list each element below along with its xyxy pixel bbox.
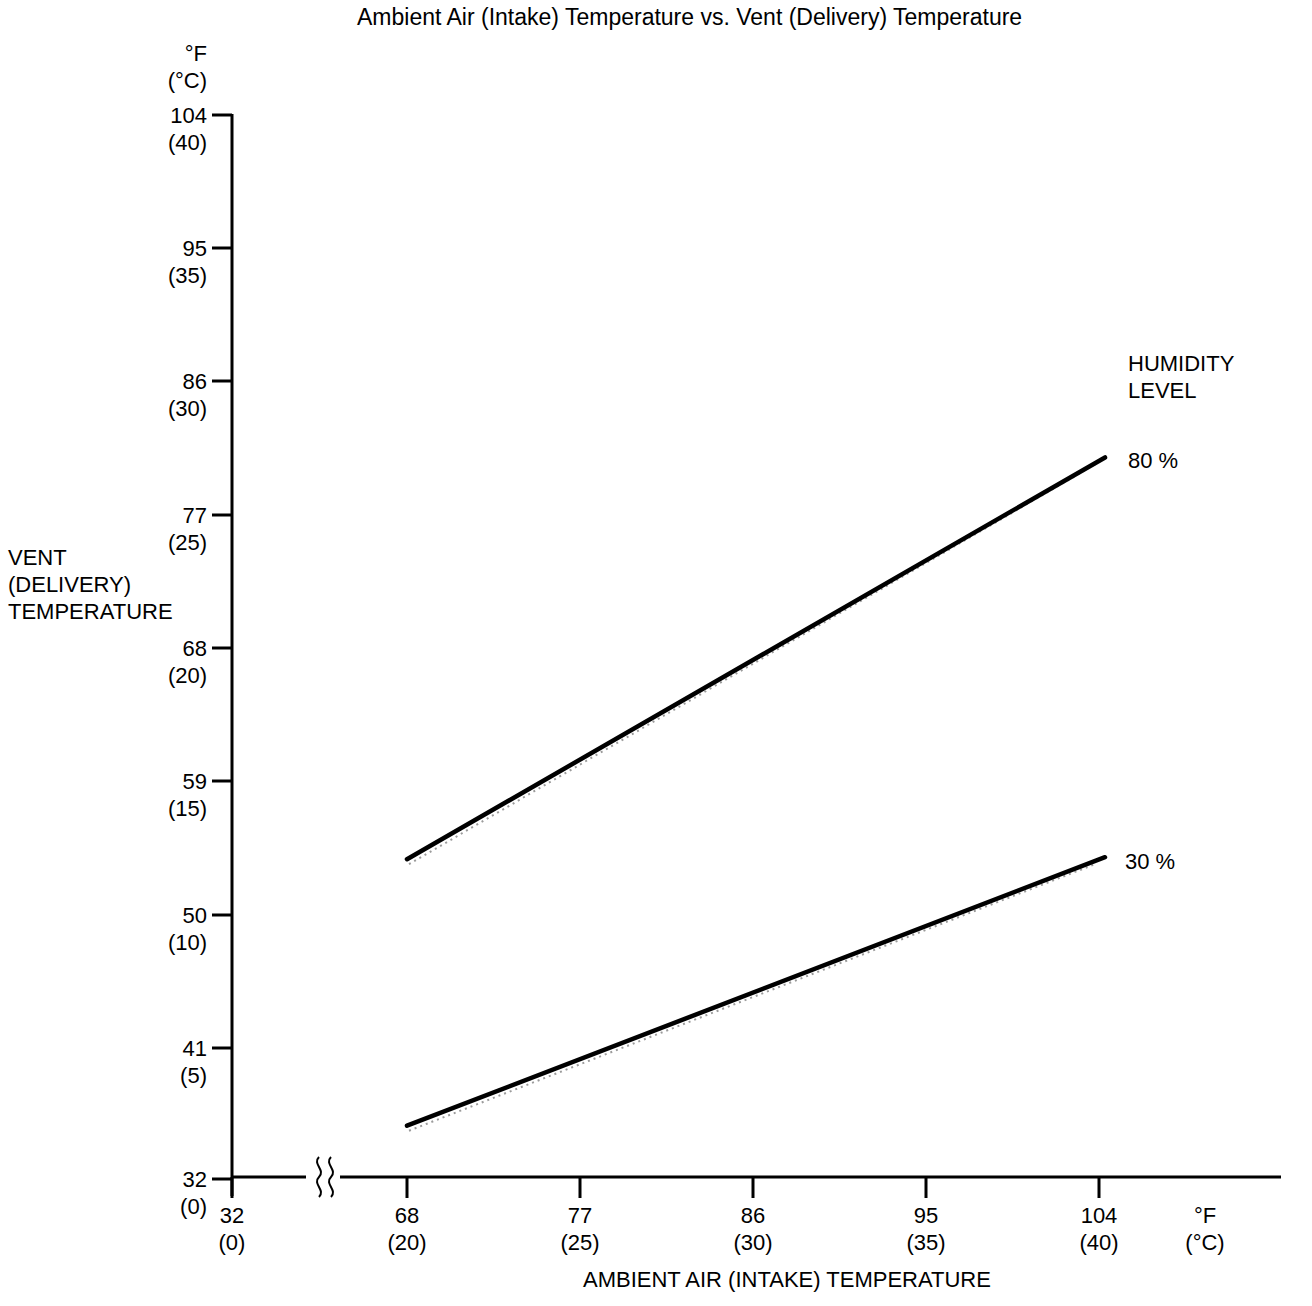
series-label-80pct: 80 % [1128, 447, 1178, 474]
x-tick-label-68: 68 (20) [352, 1202, 462, 1256]
legend-title-line1: HUMIDITY [1128, 350, 1234, 377]
x-axis-title: AMBIENT AIR (INTAKE) TEMPERATURE [583, 1266, 991, 1293]
legend-title: HUMIDITY LEVEL [1128, 350, 1234, 404]
x-tick-label-95: 95 (35) [871, 1202, 981, 1256]
y-tick-marks [212, 115, 232, 1179]
series-line-30% [407, 857, 1105, 1125]
x-axis-unit-label: °F (°C) [1150, 1202, 1260, 1256]
series-line-texture [409, 864, 1095, 1130]
chart-container: Ambient Air (Intake) Temperature vs. Ven… [0, 0, 1312, 1306]
x-axis-break-icon [317, 1157, 321, 1197]
x-axis-unit-f: °F [1150, 1202, 1260, 1229]
x-tick-label-104: 104 (40) [1044, 1202, 1154, 1256]
series-line-80% [407, 457, 1105, 859]
x-tick-label-77: 77 (25) [525, 1202, 635, 1256]
series-label-30pct: 30 % [1125, 848, 1175, 875]
plot-area [0, 0, 1312, 1306]
x-tick-marks [232, 1177, 1099, 1198]
x-tick-label-86: 86 (30) [698, 1202, 808, 1256]
x-tick-label-32: 32 (0) [177, 1202, 287, 1256]
series-lines [407, 457, 1105, 1130]
legend-title-line2: LEVEL [1128, 377, 1234, 404]
x-axis-break-icon [329, 1157, 333, 1197]
x-axis-unit-c: (°C) [1150, 1229, 1260, 1256]
